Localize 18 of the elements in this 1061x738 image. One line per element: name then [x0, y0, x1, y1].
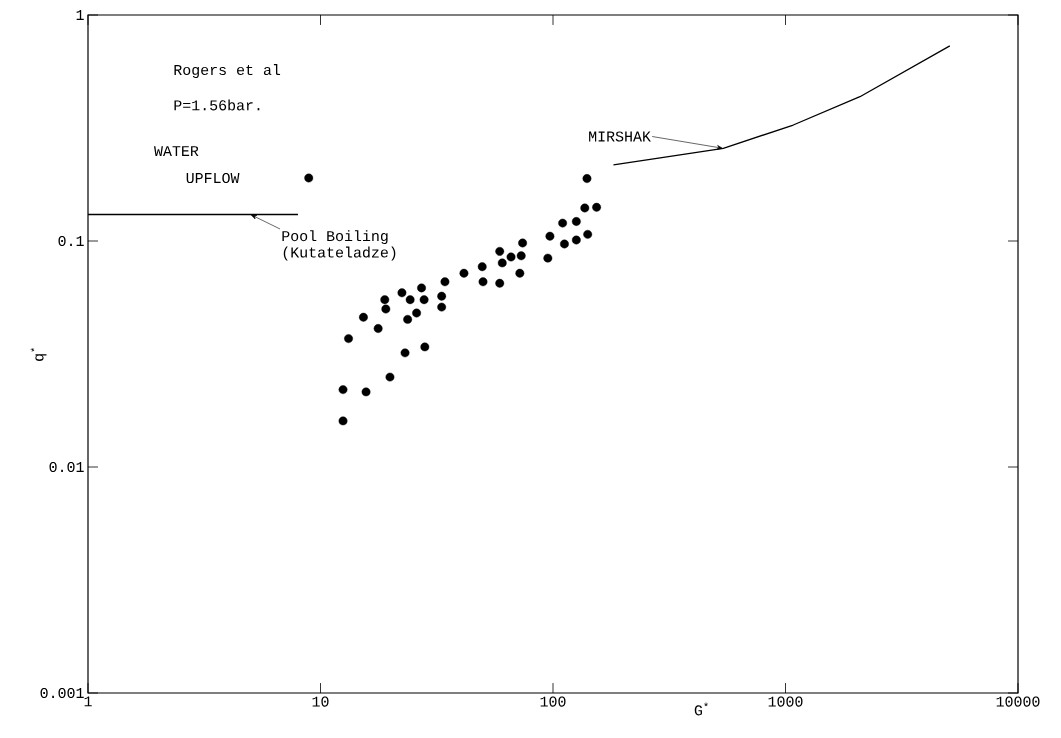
- annotation: P=1.56bar.: [174, 99, 260, 111]
- annotation: Pool Boiling: [282, 230, 388, 245]
- x-tick-label: 1000: [768, 696, 803, 707]
- annotation: MIRSHAK: [589, 131, 651, 142]
- x-tick-label: 1: [84, 696, 92, 707]
- y-tick-label: 0.001: [40, 687, 84, 699]
- y-axis-title: q$^{*}$: [30, 347, 47, 361]
- y-tick-label: 0.1: [58, 235, 84, 247]
- x-tick-label: 10000: [996, 696, 1040, 707]
- x-axis-title: G$^{*}$: [694, 702, 708, 716]
- y-tick-label: 0.01: [49, 461, 84, 473]
- annotation: UPFLOW: [186, 172, 240, 184]
- annotation: WATER: [154, 146, 199, 156]
- x-tick-label: 10: [312, 696, 329, 707]
- y-tick-label: 1: [76, 10, 84, 20]
- annotation: (Kutateladze): [283, 246, 396, 261]
- x-tick-label: 100: [540, 696, 566, 707]
- annotation: Rogers et al: [174, 64, 281, 79]
